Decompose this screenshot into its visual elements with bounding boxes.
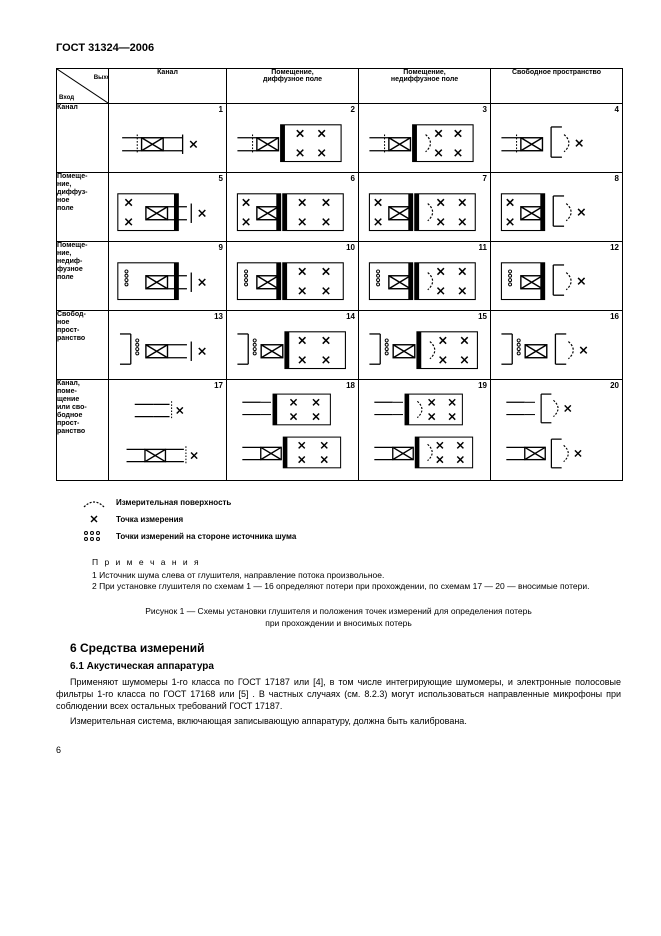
- cell-6: 6: [227, 173, 359, 242]
- cellnum-8: 8: [615, 174, 619, 183]
- cellnum-12: 12: [610, 243, 619, 252]
- cellnum-4: 4: [615, 105, 619, 114]
- cell-17: 17: [109, 380, 227, 481]
- corner-header: Выход Вход: [57, 69, 109, 104]
- doc-header: ГОСТ 31324—2006: [56, 42, 621, 54]
- cellnum-9: 9: [219, 243, 223, 252]
- cell-1: 1: [109, 104, 227, 173]
- cell-5: 5: [109, 173, 227, 242]
- legend: Измерительная поверхность Точка измерени…: [56, 495, 621, 543]
- cellnum-5: 5: [219, 174, 223, 183]
- col-2: Помещение, диффузное поле: [227, 69, 359, 104]
- cell-20: 20: [491, 380, 623, 481]
- cellnum-11: 11: [479, 243, 487, 252]
- cellnum-16: 16: [610, 312, 619, 321]
- cell-15: 15: [359, 311, 491, 380]
- cellnum-13: 13: [214, 312, 223, 321]
- cellnum-6: 6: [351, 174, 355, 183]
- cell-7: 7: [359, 173, 491, 242]
- cell-11: 11: [359, 242, 491, 311]
- cell-10: 10: [227, 242, 359, 311]
- cellnum-19: 19: [478, 381, 487, 390]
- legend-surface-label: Измерительная поверхность: [116, 498, 231, 507]
- cellnum-14: 14: [346, 312, 355, 321]
- section-6-title: 6 Средства измерений: [70, 641, 621, 655]
- section-6-1-title: 6.1 Акустическая аппаратура: [70, 661, 621, 672]
- cell-13: 13: [109, 311, 227, 380]
- cellnum-15: 15: [478, 312, 487, 321]
- cell-18: 18: [227, 380, 359, 481]
- legend-surface-icon: [80, 495, 108, 509]
- cellnum-18: 18: [346, 381, 355, 390]
- cellnum-7: 7: [483, 174, 487, 183]
- cell-2: 2: [227, 104, 359, 173]
- cell-16: 16: [491, 311, 623, 380]
- col-3: Помещение, недиффузное поле: [359, 69, 491, 104]
- notes-title: П р и м е ч а н и я: [92, 557, 621, 568]
- cellnum-2: 2: [351, 105, 355, 114]
- notes: П р и м е ч а н и я 1 Источник шума слев…: [56, 557, 621, 592]
- figure-caption: Рисунок 1 — Схемы установки глушителя и …: [56, 606, 621, 629]
- cell-8: 8: [491, 173, 623, 242]
- row-2-head: Помеще- ние, диффуз- ное поле: [57, 173, 109, 242]
- para-2: Измерительная система, включающая записы…: [56, 715, 621, 727]
- page-number: 6: [56, 745, 621, 755]
- cellnum-17: 17: [214, 381, 223, 390]
- schemes-table: Выход Вход Канал Помещение, диффузное по…: [56, 68, 623, 481]
- corner-in: Вход: [59, 95, 74, 101]
- col-4: Свободное пространство: [491, 69, 623, 104]
- row-5-head: Канал, поме- щение или сво- бодное прост…: [57, 380, 109, 481]
- cellnum-10: 10: [346, 243, 355, 252]
- row-3-head: Помеще- ние, недиф- фузное поле: [57, 242, 109, 311]
- cell-14: 14: [227, 311, 359, 380]
- cell-12: 12: [491, 242, 623, 311]
- legend-point-label: Точка измерения: [116, 515, 183, 524]
- legend-source-label: Точки измерений на стороне источника шум…: [116, 532, 296, 541]
- para-1: Применяют шумомеры 1-го класса по ГОСТ 1…: [56, 676, 621, 712]
- col-1: Канал: [109, 69, 227, 104]
- cellnum-20: 20: [610, 381, 619, 390]
- cell-4: 4: [491, 104, 623, 173]
- note-1: 1 Источник шума слева от глушителя, напр…: [92, 570, 621, 581]
- row-4-head: Свобод- ное прост- ранство: [57, 311, 109, 380]
- cell-19: 19: [359, 380, 491, 481]
- legend-source-icon: [80, 529, 108, 543]
- corner-out: Выход: [94, 75, 108, 81]
- cell-3: 3: [359, 104, 491, 173]
- note-2: 2 При установке глушителя по схемам 1 — …: [92, 581, 621, 592]
- cellnum-3: 3: [483, 105, 487, 114]
- cellnum-1: 1: [219, 105, 223, 114]
- cell-9: 9: [109, 242, 227, 311]
- legend-point-icon: [80, 512, 108, 526]
- row-1-head: Канал: [57, 104, 109, 173]
